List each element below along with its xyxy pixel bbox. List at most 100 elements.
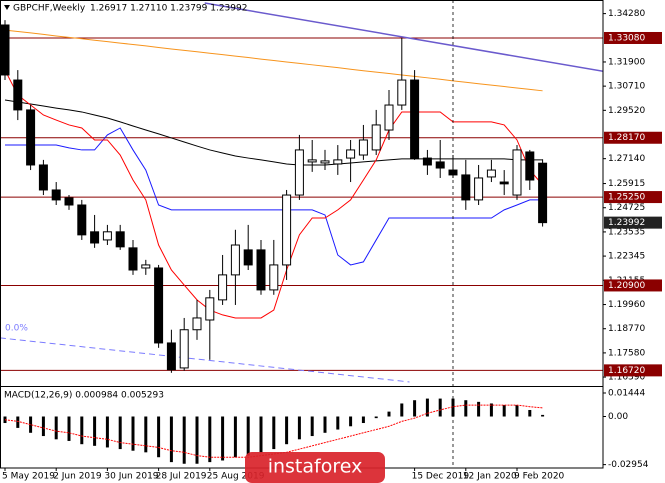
macd-bar <box>118 416 122 450</box>
candle-body <box>205 297 215 321</box>
header-icon <box>4 5 10 10</box>
candle-body <box>474 177 484 201</box>
trendline-label: 0.0% <box>5 323 28 333</box>
candle-body <box>77 204 87 236</box>
x-tick-label: 5 May 2019 <box>2 472 55 482</box>
y-tick-label: -0.02954 <box>608 460 649 470</box>
candle-body <box>346 149 356 159</box>
candle-body <box>525 151 535 181</box>
candle-body <box>371 124 381 151</box>
macd-bar <box>349 416 353 427</box>
macd-bar <box>169 416 173 463</box>
trendline <box>204 2 603 73</box>
level-box <box>604 31 662 44</box>
candle-body <box>358 139 368 156</box>
header-ohlc: 1.26917 1.27110 1.23799 1.23992 <box>90 4 247 14</box>
macd-bar <box>221 416 225 461</box>
y-tick-label: 1.30710 <box>608 82 645 92</box>
candle-body <box>307 159 317 163</box>
macd-bar <box>310 416 314 437</box>
candle-body <box>269 264 279 291</box>
candle-body <box>0 24 10 76</box>
candle-body <box>179 329 189 369</box>
macd-bar <box>425 398 429 417</box>
candle-body <box>64 197 74 206</box>
macd-bar <box>515 405 519 417</box>
macd-bar <box>105 416 109 448</box>
macd-bar <box>233 416 237 458</box>
macd-bar <box>246 416 250 456</box>
last-price-box <box>604 216 662 229</box>
macd-bar <box>528 409 532 417</box>
header-symbol: GBPCHF,Weekly <box>13 4 86 14</box>
candle-body <box>154 267 164 344</box>
candle-body <box>422 157 432 166</box>
y-tick-label: 1.17580 <box>608 348 645 358</box>
candle-body <box>102 231 112 241</box>
macd-bar <box>208 416 212 463</box>
macd-bar <box>477 401 481 417</box>
candle-body <box>218 274 228 301</box>
price-plot: 0.0% <box>0 2 603 383</box>
x-tick-label: 25 Aug 2019 <box>207 472 265 482</box>
macd-bar <box>361 416 365 424</box>
signal-line <box>4 404 543 458</box>
macd-bar <box>41 416 45 437</box>
macd-bar <box>272 416 276 450</box>
macd-bar <box>16 416 20 428</box>
candle-body <box>166 342 176 371</box>
candle-body <box>486 169 496 178</box>
candle-body <box>320 160 330 164</box>
last-price-label: 1.23992 <box>608 218 645 228</box>
macd-bar <box>297 416 301 440</box>
logo: instaforex <box>245 452 385 483</box>
level-label: 1.16720 <box>608 366 645 376</box>
y-tick-label: 1.23535 <box>608 227 645 237</box>
macd-bar <box>144 416 148 453</box>
macd-bar <box>54 416 58 440</box>
trendline <box>0 337 410 383</box>
candle-body <box>294 149 304 196</box>
y-tick-label: 0.00 <box>608 412 628 422</box>
macd-bar <box>464 400 468 417</box>
y-tick-label: 1.31900 <box>608 57 645 67</box>
level-label: 1.25250 <box>608 193 645 203</box>
y-tick-label: 1.22345 <box>608 252 645 262</box>
y-tick-label: 1.16390 <box>608 373 645 383</box>
macd-bar <box>323 416 327 433</box>
y-tick-label: 1.18770 <box>608 324 645 334</box>
candle-body <box>410 79 420 159</box>
y-tick-label: 1.24725 <box>608 203 645 213</box>
candle-body <box>115 231 125 248</box>
candle-body <box>538 162 548 224</box>
candle-body <box>90 231 100 244</box>
y-tick-label: 1.34280 <box>608 9 645 19</box>
level-label: 1.28170 <box>608 133 645 143</box>
macd-bar <box>29 416 33 433</box>
candle-body <box>384 104 394 131</box>
macd-bar <box>374 416 378 419</box>
logo-badge <box>245 452 385 483</box>
candle-body <box>38 164 48 191</box>
candle-body <box>51 189 61 201</box>
macd-bar <box>336 416 340 430</box>
candle-body <box>230 244 240 276</box>
axes: 1.34280 1.31900 1.30710 1.29520 1.27140 1.259… <box>2 9 662 482</box>
level-label: 1.33080 <box>608 33 645 43</box>
x-tick-label: 12 Jan 2020 <box>463 472 517 482</box>
x-tick-label: 28 Jul 2019 <box>156 472 207 482</box>
x-tick-label: 30 Jun 2019 <box>104 472 158 482</box>
candle-body <box>333 159 343 165</box>
macd-bar <box>541 414 545 417</box>
y-tick-label: 1.27140 <box>608 154 645 164</box>
x-tick-label: 9 Feb 2020 <box>514 472 565 482</box>
candle-body <box>512 149 522 196</box>
macd-bar <box>400 403 404 417</box>
y-tick-label: 0.01444 <box>608 388 645 398</box>
macd-bar <box>387 411 391 417</box>
candle-body <box>141 264 151 269</box>
macd-bar <box>67 416 71 441</box>
x-tick-label: 15 Dec 2019 <box>412 472 470 482</box>
macd-bar <box>438 398 442 417</box>
